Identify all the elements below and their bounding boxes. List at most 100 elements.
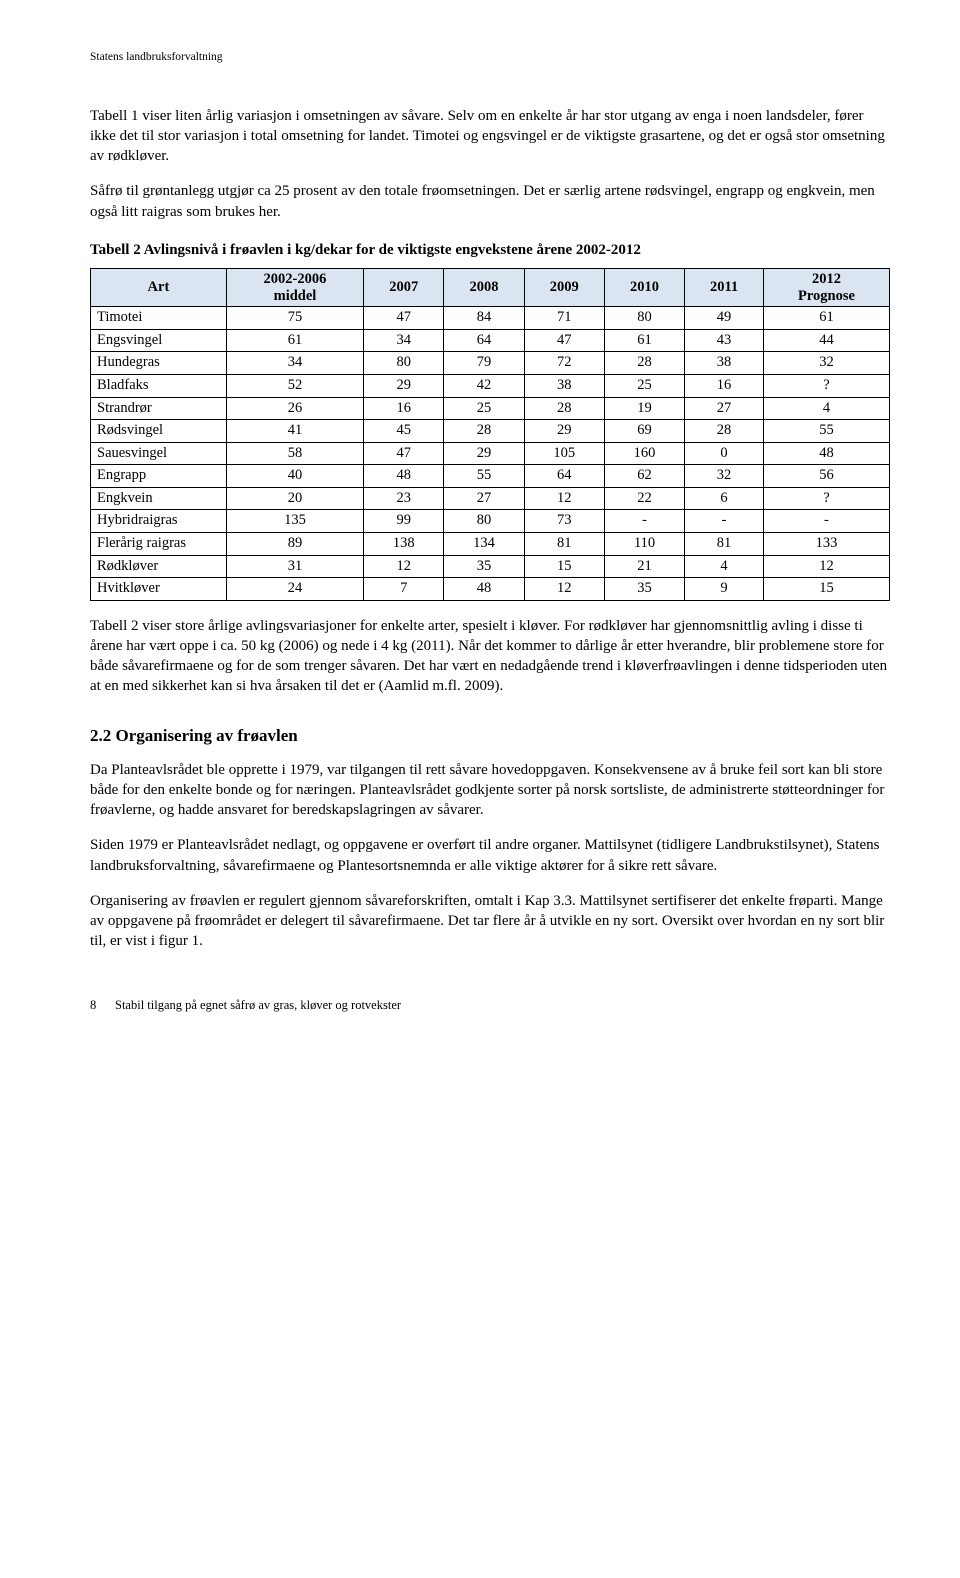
cell: 32	[685, 465, 764, 488]
cell: 138	[364, 532, 444, 555]
cell: 31	[226, 555, 363, 578]
table-row: Engsvingel61346447614344	[91, 329, 890, 352]
cell: 29	[444, 442, 524, 465]
cell: 56	[763, 465, 889, 488]
cell: 25	[604, 375, 684, 398]
cell: 29	[524, 420, 604, 443]
cell: 15	[524, 555, 604, 578]
table-row: Bladfaks522942382516?	[91, 375, 890, 398]
cell: 75	[226, 307, 363, 330]
cell: 0	[685, 442, 764, 465]
cell: 99	[364, 510, 444, 533]
cell: 43	[685, 329, 764, 352]
footer-title: Stabil tilgang på egnet såfrø av gras, k…	[115, 998, 401, 1012]
cell: 28	[444, 420, 524, 443]
row-label: Engkvein	[91, 487, 227, 510]
row-label: Timotei	[91, 307, 227, 330]
table-row: Rødkløver3112351521412	[91, 555, 890, 578]
cell: 110	[604, 532, 684, 555]
cell: 135	[226, 510, 363, 533]
cell: 49	[685, 307, 764, 330]
col-2011: 2011	[685, 269, 764, 307]
row-label: Strandrør	[91, 397, 227, 420]
row-label: Bladfaks	[91, 375, 227, 398]
cell: 35	[444, 555, 524, 578]
table-row: Hybridraigras135998073---	[91, 510, 890, 533]
col-2002-2006-b: middel	[274, 288, 317, 304]
cell: 48	[763, 442, 889, 465]
cell: 64	[444, 329, 524, 352]
cell: 15	[763, 578, 889, 601]
cell: 40	[226, 465, 363, 488]
row-label: Sauesvingel	[91, 442, 227, 465]
col-2008: 2008	[444, 269, 524, 307]
cell: 41	[226, 420, 363, 443]
table-row: Hundegras34807972283832	[91, 352, 890, 375]
cell: 48	[444, 578, 524, 601]
cell: 55	[763, 420, 889, 443]
paragraph-3: Tabell 2 viser store årlige avlingsvaria…	[90, 616, 890, 697]
cell: 79	[444, 352, 524, 375]
table-header-row: Art 2002-2006 middel 2007 2008 2009 2010…	[91, 269, 890, 307]
cell: 38	[685, 352, 764, 375]
cell: 160	[604, 442, 684, 465]
cell: 12	[763, 555, 889, 578]
cell: 23	[364, 487, 444, 510]
cell: 61	[604, 329, 684, 352]
cell: 47	[524, 329, 604, 352]
cell: 28	[604, 352, 684, 375]
yield-table: Art 2002-2006 middel 2007 2008 2009 2010…	[90, 268, 890, 601]
table-row: Flerårig raigras891381348111081133	[91, 532, 890, 555]
cell: 9	[685, 578, 764, 601]
cell: 7	[364, 578, 444, 601]
cell: -	[685, 510, 764, 533]
row-label: Flerårig raigras	[91, 532, 227, 555]
cell: 28	[524, 397, 604, 420]
cell: 47	[364, 442, 444, 465]
section-heading: 2.2 Organisering av frøavlen	[90, 725, 890, 748]
row-label: Hundegras	[91, 352, 227, 375]
cell: 80	[364, 352, 444, 375]
row-label: Engsvingel	[91, 329, 227, 352]
cell: 45	[364, 420, 444, 443]
cell: 34	[364, 329, 444, 352]
cell: 64	[524, 465, 604, 488]
cell: 4	[685, 555, 764, 578]
cell: 27	[444, 487, 524, 510]
cell: 48	[364, 465, 444, 488]
cell: 69	[604, 420, 684, 443]
cell: 61	[226, 329, 363, 352]
table-title: Tabell 2 Avlingsnivå i frøavlen i kg/dek…	[90, 240, 890, 260]
paragraph-1: Tabell 1 viser liten årlig variasjon i o…	[90, 106, 890, 167]
cell: 28	[685, 420, 764, 443]
section-p1: Da Planteavlsrådet ble opprette i 1979, …	[90, 760, 890, 821]
table-row: Sauesvingel584729105160048	[91, 442, 890, 465]
page-footer: 8 Stabil tilgang på egnet såfrø av gras,…	[90, 997, 890, 1014]
cell: 38	[524, 375, 604, 398]
cell: 62	[604, 465, 684, 488]
col-2009: 2009	[524, 269, 604, 307]
cell: 12	[364, 555, 444, 578]
section-p2: Siden 1979 er Planteavlsrådet nedlagt, o…	[90, 835, 890, 876]
row-label: Engrapp	[91, 465, 227, 488]
col-2002-2006-a: 2002-2006	[264, 271, 327, 287]
cell: 72	[524, 352, 604, 375]
cell: 12	[524, 487, 604, 510]
cell: 12	[524, 578, 604, 601]
cell: 47	[364, 307, 444, 330]
cell: 26	[226, 397, 363, 420]
col-2007: 2007	[364, 269, 444, 307]
row-label: Rødsvingel	[91, 420, 227, 443]
row-label: Hybridraigras	[91, 510, 227, 533]
cell: 81	[524, 532, 604, 555]
cell: 133	[763, 532, 889, 555]
cell: 29	[364, 375, 444, 398]
col-2012-b: Prognose	[798, 288, 855, 304]
cell: 84	[444, 307, 524, 330]
cell: 16	[685, 375, 764, 398]
cell: 35	[604, 578, 684, 601]
col-2012: 2012 Prognose	[763, 269, 889, 307]
cell: 134	[444, 532, 524, 555]
cell: 81	[685, 532, 764, 555]
cell: 71	[524, 307, 604, 330]
